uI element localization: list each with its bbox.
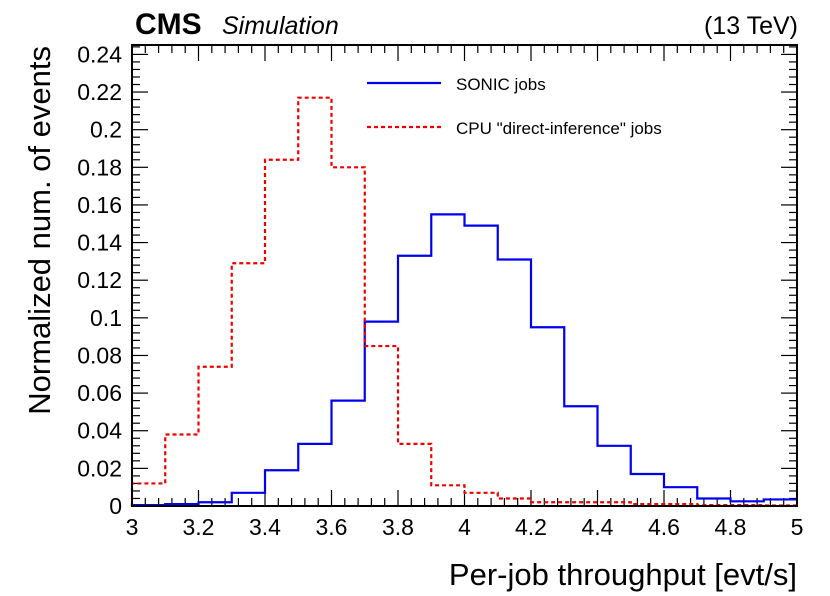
y-tick-label: 0.2 (90, 117, 122, 143)
legend-label-cpu: CPU "direct-inference" jobs (456, 119, 662, 138)
x-axis-title: Per-job throughput [evt/s] (449, 557, 797, 592)
x-tick-label: 3.4 (249, 514, 281, 540)
y-tick-label: 0.02 (77, 455, 122, 481)
y-tick-label: 0.24 (77, 41, 122, 67)
y-tick-labels: 0 0.02 0.04 0.06 0.08 0.1 0.12 0.14 0.16 0.18 0.2 0… (77, 41, 122, 519)
x-tick-label: 5 (791, 514, 804, 540)
x-tick-label: 4.6 (648, 514, 680, 540)
legend-label-sonic: SONIC jobs (456, 75, 546, 94)
y-tick-label: 0.16 (77, 192, 122, 218)
y-tick-label: 0.1 (90, 305, 122, 331)
x-tick-label: 4.2 (515, 514, 547, 540)
x-tick-label: 3.8 (382, 514, 414, 540)
x-tick-label: 4.4 (582, 514, 614, 540)
y-tick-label: 0.04 (77, 418, 122, 444)
x-tick-label: 3.2 (183, 514, 215, 540)
plot-frame (131, 44, 798, 507)
simulation-label: Simulation (222, 12, 339, 40)
y-tick-label: 0.18 (77, 154, 122, 180)
y-tick-label: 0.14 (77, 230, 122, 256)
x-tick-labels: 3 3.2 3.4 3.6 3.8 4 4.2 4.4 4.6 4.8 5 (126, 514, 804, 540)
y-tick-label: 0.12 (77, 267, 122, 293)
y-tick-label: 0.22 (77, 79, 122, 105)
x-tick-label: 3.6 (316, 514, 348, 540)
cms-label: CMS (135, 8, 202, 41)
x-tick-label: 3 (126, 514, 139, 540)
x-tick-label: 4.8 (715, 514, 747, 540)
series-sonic-jobs (130, 213, 797, 507)
y-tick-label: 0.08 (77, 342, 122, 368)
series-cpu-direct-inference-jobs (130, 96, 797, 507)
y-tick-label: 0.06 (77, 380, 122, 406)
energy-label: (13 TeV) (704, 12, 798, 40)
y-axis-title: Normalized num. of events (22, 46, 57, 415)
x-tick-label: 4 (458, 514, 471, 540)
y-tick-label: 0 (109, 493, 122, 519)
legend: SONIC jobs CPU "direct-inference" jobs (367, 75, 662, 138)
series-layer (130, 96, 797, 507)
